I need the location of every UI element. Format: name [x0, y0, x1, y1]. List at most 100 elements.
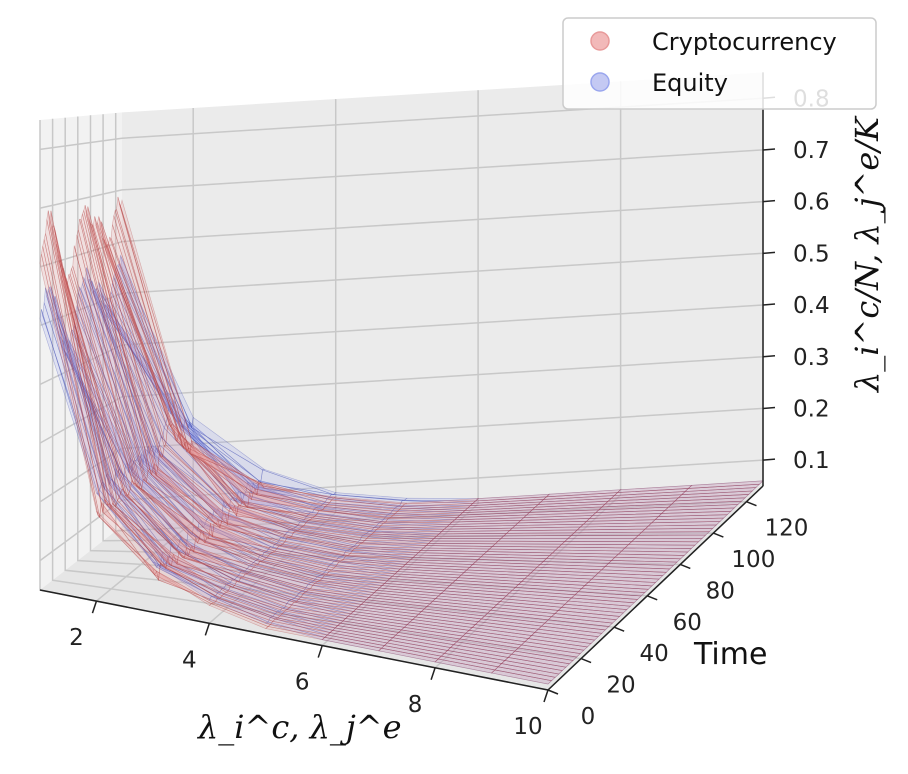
surface-facet [570, 531, 643, 536]
surface-facet [173, 547, 235, 580]
surface-facet [328, 569, 396, 577]
surface-facet [373, 528, 446, 533]
surface-facet [332, 496, 408, 505]
surface-facet [154, 561, 214, 598]
surface-facet [587, 578, 657, 587]
surface-facet [87, 206, 155, 471]
surface-facet [246, 571, 312, 591]
surface-facet [337, 622, 400, 636]
surface-facet [316, 506, 389, 518]
surface-facet [219, 595, 281, 619]
surface-facet [86, 267, 154, 448]
surface-facet [173, 400, 245, 503]
surface-facet [359, 535, 430, 546]
surface-facet [83, 277, 150, 454]
surface-facet [517, 644, 581, 658]
surface-facet [429, 600, 495, 611]
surface-facet [215, 597, 276, 622]
surface-facet [185, 547, 251, 574]
surface-facet [189, 533, 255, 566]
x-tick-label: 2 [69, 625, 84, 651]
surface-facet [376, 587, 442, 597]
surface-facet [215, 591, 276, 617]
surface-facet [368, 594, 434, 605]
surface-facet [284, 537, 354, 554]
surface-facet [282, 607, 344, 624]
surface-facet [144, 447, 211, 518]
surface-facet [259, 560, 326, 579]
surface-facet [238, 571, 302, 594]
surface-facet [527, 635, 592, 648]
surface-facet [223, 591, 286, 615]
surface-facet [124, 495, 189, 557]
surface-facet [191, 525, 257, 563]
surface-facet [269, 551, 337, 569]
surface-facet [579, 522, 653, 528]
surface-facet [440, 652, 503, 668]
surface-facet [579, 522, 653, 528]
surface-facet [301, 590, 365, 605]
surface-facet [544, 619, 610, 631]
surface-facet [370, 592, 437, 602]
surface-facet [290, 598, 355, 615]
surface-facet [52, 296, 114, 482]
surface-facet [542, 492, 619, 500]
gridline-x [95, 108, 194, 602]
surface-facet [263, 551, 330, 570]
surface-facet [440, 590, 507, 600]
surface-facet [591, 509, 666, 516]
surface-facet [257, 561, 323, 581]
surface-facet [440, 652, 503, 668]
surface-facet [234, 581, 298, 603]
surface-facet [49, 286, 110, 485]
surface-facet [161, 551, 223, 593]
surface-facet [443, 650, 506, 664]
surface-facet [288, 604, 352, 617]
surface-facet [505, 529, 579, 534]
surface-facet [181, 425, 254, 493]
surface-facet [170, 412, 241, 493]
surface-facet [466, 501, 542, 509]
surface-facet [256, 480, 331, 499]
surface-facet [61, 267, 125, 492]
surface-facet [610, 491, 686, 499]
surface-facet [440, 527, 514, 532]
surface-facet [557, 543, 630, 549]
surface-facet [624, 544, 696, 549]
surface-facet [102, 481, 163, 569]
surface-facet [104, 499, 165, 567]
surface-facet [45, 287, 105, 489]
gridline-y [102, 114, 714, 542]
surface-facet [349, 549, 420, 556]
surface-facet [459, 509, 534, 516]
surface-facet [94, 288, 163, 439]
surface-facet [147, 446, 215, 519]
surface-facet [64, 350, 128, 467]
surface-facet [469, 499, 545, 507]
surface-facet [469, 499, 545, 507]
surface-facet [536, 563, 606, 571]
surface-facet [359, 542, 430, 546]
surface-facet [324, 504, 399, 514]
surface-facet [126, 461, 191, 534]
surface-facet [345, 550, 414, 561]
surface-facet [677, 490, 754, 499]
surface-facet [312, 508, 385, 522]
surface-facet [230, 586, 293, 608]
surface-facet [497, 663, 560, 678]
surface-facet [157, 453, 227, 515]
surface-facet [106, 243, 178, 442]
surface-facet [616, 484, 693, 493]
surface-facet [254, 564, 321, 582]
surface-facet [66, 274, 131, 496]
surface-facet [72, 325, 138, 461]
y-tick-label: 100 [731, 547, 775, 573]
surface-facet [627, 541, 700, 546]
surface-facet [314, 576, 381, 591]
surface-facet [282, 540, 352, 556]
surface-facet [480, 553, 551, 559]
surface-facet [451, 579, 520, 588]
surface-facet [154, 570, 215, 604]
surface-facet [357, 604, 422, 615]
surface-facet [289, 536, 359, 549]
